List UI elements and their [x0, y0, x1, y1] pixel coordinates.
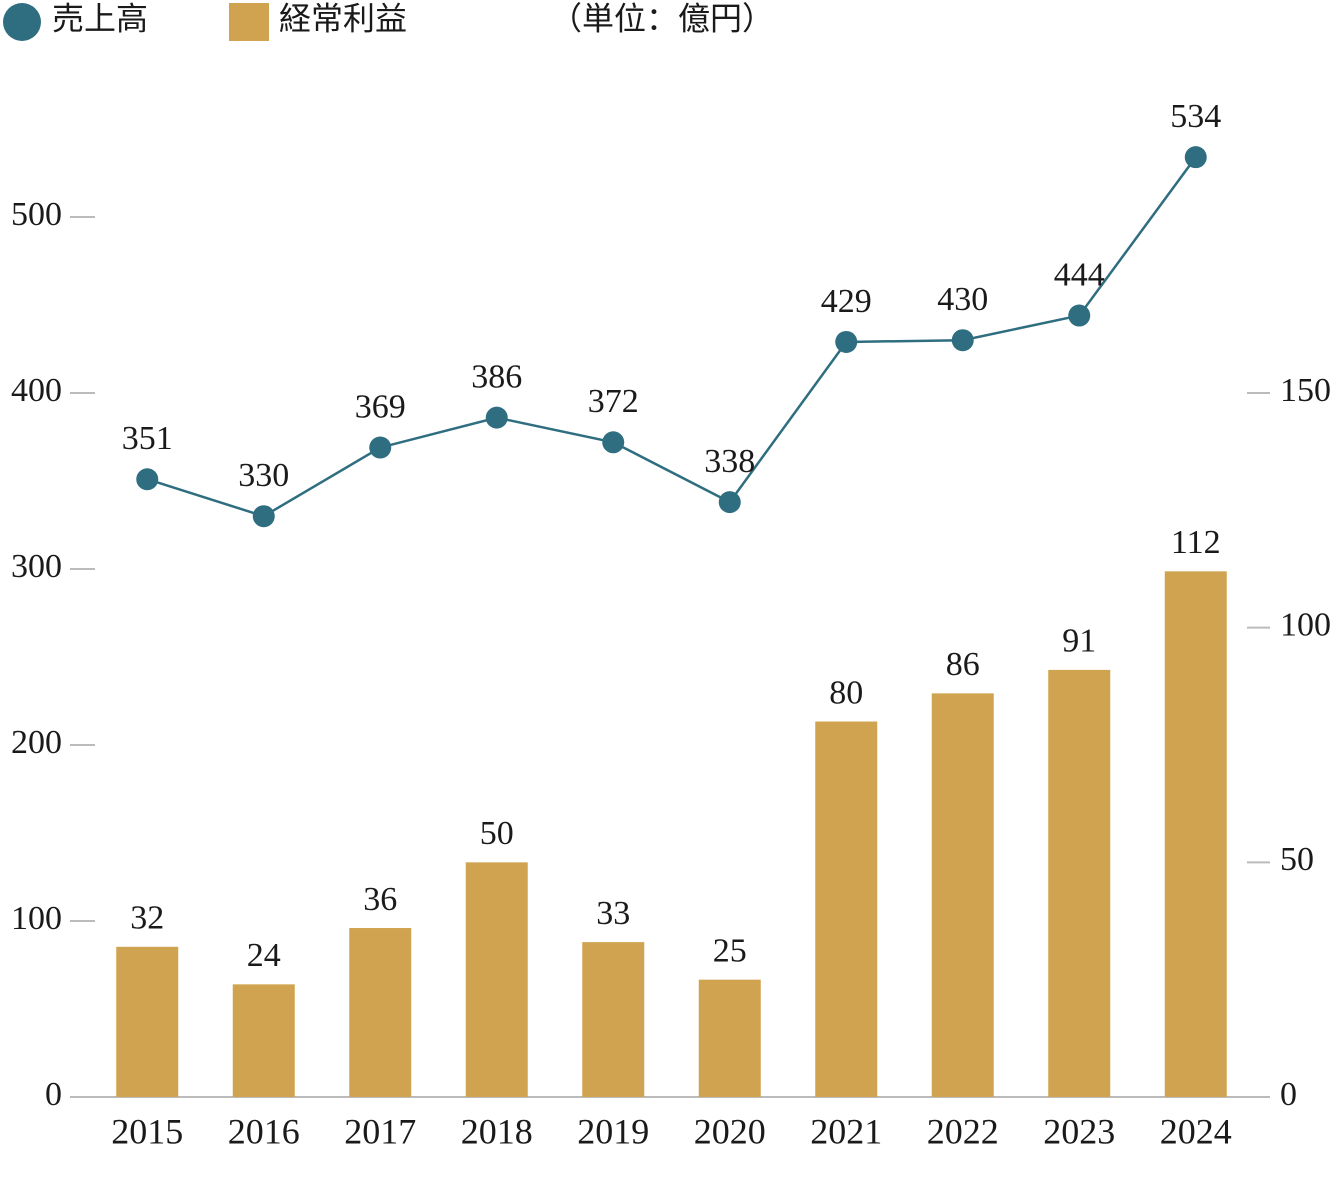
- y-tick-label: 500: [11, 196, 62, 233]
- point: [252, 505, 275, 528]
- data-label: 351: [122, 420, 173, 457]
- data-label: 91: [1062, 623, 1096, 660]
- point: [485, 406, 508, 429]
- x-tick-label: 2019: [577, 1111, 649, 1151]
- point: [951, 329, 974, 352]
- data-label: 80: [829, 674, 863, 711]
- data-label: 338: [704, 443, 755, 480]
- y2-tick-label: 100: [1280, 606, 1331, 643]
- bar: [582, 942, 645, 1097]
- line: [146, 156, 1197, 518]
- point: [136, 468, 159, 491]
- y2-tick-label: 50: [1280, 841, 1314, 878]
- data-label: 24: [247, 937, 281, 974]
- data-label: 33: [596, 895, 630, 932]
- y2-tick-label: 150: [1280, 372, 1331, 409]
- x-tick-label: 2022: [927, 1111, 999, 1151]
- data-label: 25: [713, 932, 747, 969]
- y-tick-label: 300: [11, 548, 62, 585]
- data-label: 330: [238, 457, 289, 494]
- bar: [698, 979, 761, 1097]
- bar: [815, 721, 878, 1097]
- bar: [931, 693, 994, 1097]
- legend-label: 売上高: [52, 0, 148, 36]
- y-tick-label: 400: [11, 372, 62, 409]
- data-label: 386: [471, 358, 522, 395]
- point: [1068, 304, 1091, 327]
- data-label: 32: [130, 900, 164, 937]
- bar: [1048, 669, 1111, 1097]
- point: [718, 491, 741, 514]
- x-tick-label: 2016: [228, 1111, 300, 1151]
- data-label: 50: [480, 815, 514, 852]
- point: [1184, 146, 1207, 169]
- unit-label: （単位：億円）: [550, 0, 774, 36]
- point: [835, 330, 858, 353]
- bar: [1164, 571, 1227, 1097]
- data-label: 372: [588, 383, 639, 420]
- x-tick-label: 2024: [1160, 1111, 1232, 1151]
- legend-swatch: [3, 3, 41, 41]
- y-tick-label: 0: [45, 1076, 62, 1113]
- point: [602, 431, 625, 454]
- bar: [465, 862, 528, 1097]
- data-label: 534: [1170, 98, 1221, 135]
- point: [369, 436, 392, 459]
- bar: [349, 928, 412, 1097]
- y2-tick-label: 0: [1280, 1076, 1297, 1113]
- data-label: 430: [937, 281, 988, 318]
- x-tick-label: 2017: [344, 1111, 416, 1151]
- data-label: 444: [1054, 256, 1105, 293]
- data-label: 36: [363, 881, 397, 918]
- legend-label: 経常利益: [279, 0, 407, 36]
- data-label: 112: [1171, 524, 1221, 561]
- x-tick-label: 2023: [1043, 1111, 1115, 1151]
- data-label: 369: [355, 388, 406, 425]
- bar: [232, 984, 295, 1097]
- data-label: 86: [946, 646, 980, 683]
- bar: [116, 946, 179, 1097]
- x-tick-label: 2015: [111, 1111, 183, 1151]
- y-tick-label: 100: [11, 900, 62, 937]
- legend-swatch: [229, 3, 269, 41]
- y-tick-label: 200: [11, 724, 62, 761]
- x-tick-label: 2020: [694, 1111, 766, 1151]
- x-tick-label: 2021: [810, 1111, 882, 1151]
- x-tick-label: 2018: [461, 1111, 533, 1151]
- data-label: 429: [821, 283, 872, 320]
